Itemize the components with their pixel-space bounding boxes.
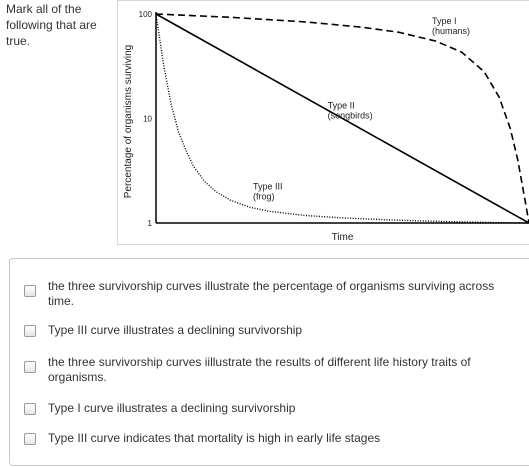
checkbox-icon[interactable]	[24, 285, 36, 297]
series-label-type-iii: Type III	[253, 181, 283, 191]
y-axis-title: Percentage of organisms surviving	[123, 45, 134, 198]
option-label: the three survivorship curves iillustrat…	[48, 355, 471, 384]
chart-labels: Time Percentage of organisms surviving Typ…	[123, 16, 470, 243]
series-label-type-i: Type I	[432, 16, 457, 26]
axes: 100 10 1	[139, 10, 529, 228]
series-line-type-ii	[155, 13, 529, 224]
x-axis-title: Time	[332, 232, 354, 243]
checkbox-icon[interactable]	[24, 325, 36, 337]
series-label-type-i-subname: (humans)	[432, 26, 470, 36]
question-prompt: Mark all of the following that are true.	[6, 2, 97, 48]
option-label: Type III curve illustrates a declining s…	[48, 323, 303, 337]
option-label: Type III curve indicates that mortality …	[48, 431, 381, 445]
survivorship-chart: 100 10 1 Time Percentage of organisms survi…	[123, 10, 529, 243]
series-label-type-iii-subname: (frog)	[253, 191, 275, 201]
checkbox-icon[interactable]	[24, 403, 36, 415]
y-tick-label: 1	[148, 219, 153, 228]
option-label: the three survivorship curves illustrate…	[48, 279, 495, 308]
series-line-type-iii	[155, 13, 529, 224]
series-label-type-ii-subname: (songbirds)	[328, 110, 373, 120]
answer-options: the three survivorship curves illustrate…	[9, 258, 529, 466]
option-label: Type I curve illustrates a declining sur…	[48, 401, 296, 415]
series-label-type-ii: Type II	[328, 100, 355, 110]
checkbox-icon[interactable]	[24, 361, 36, 373]
series-line-type-i	[155, 13, 529, 224]
series-lines	[155, 13, 529, 224]
y-tick-label: 10	[143, 115, 152, 124]
survivorship-figure: 100 10 1 Time Percentage of organisms survi…	[117, 0, 529, 245]
y-tick-label: 100	[139, 10, 153, 19]
checkbox-icon[interactable]	[24, 433, 36, 445]
